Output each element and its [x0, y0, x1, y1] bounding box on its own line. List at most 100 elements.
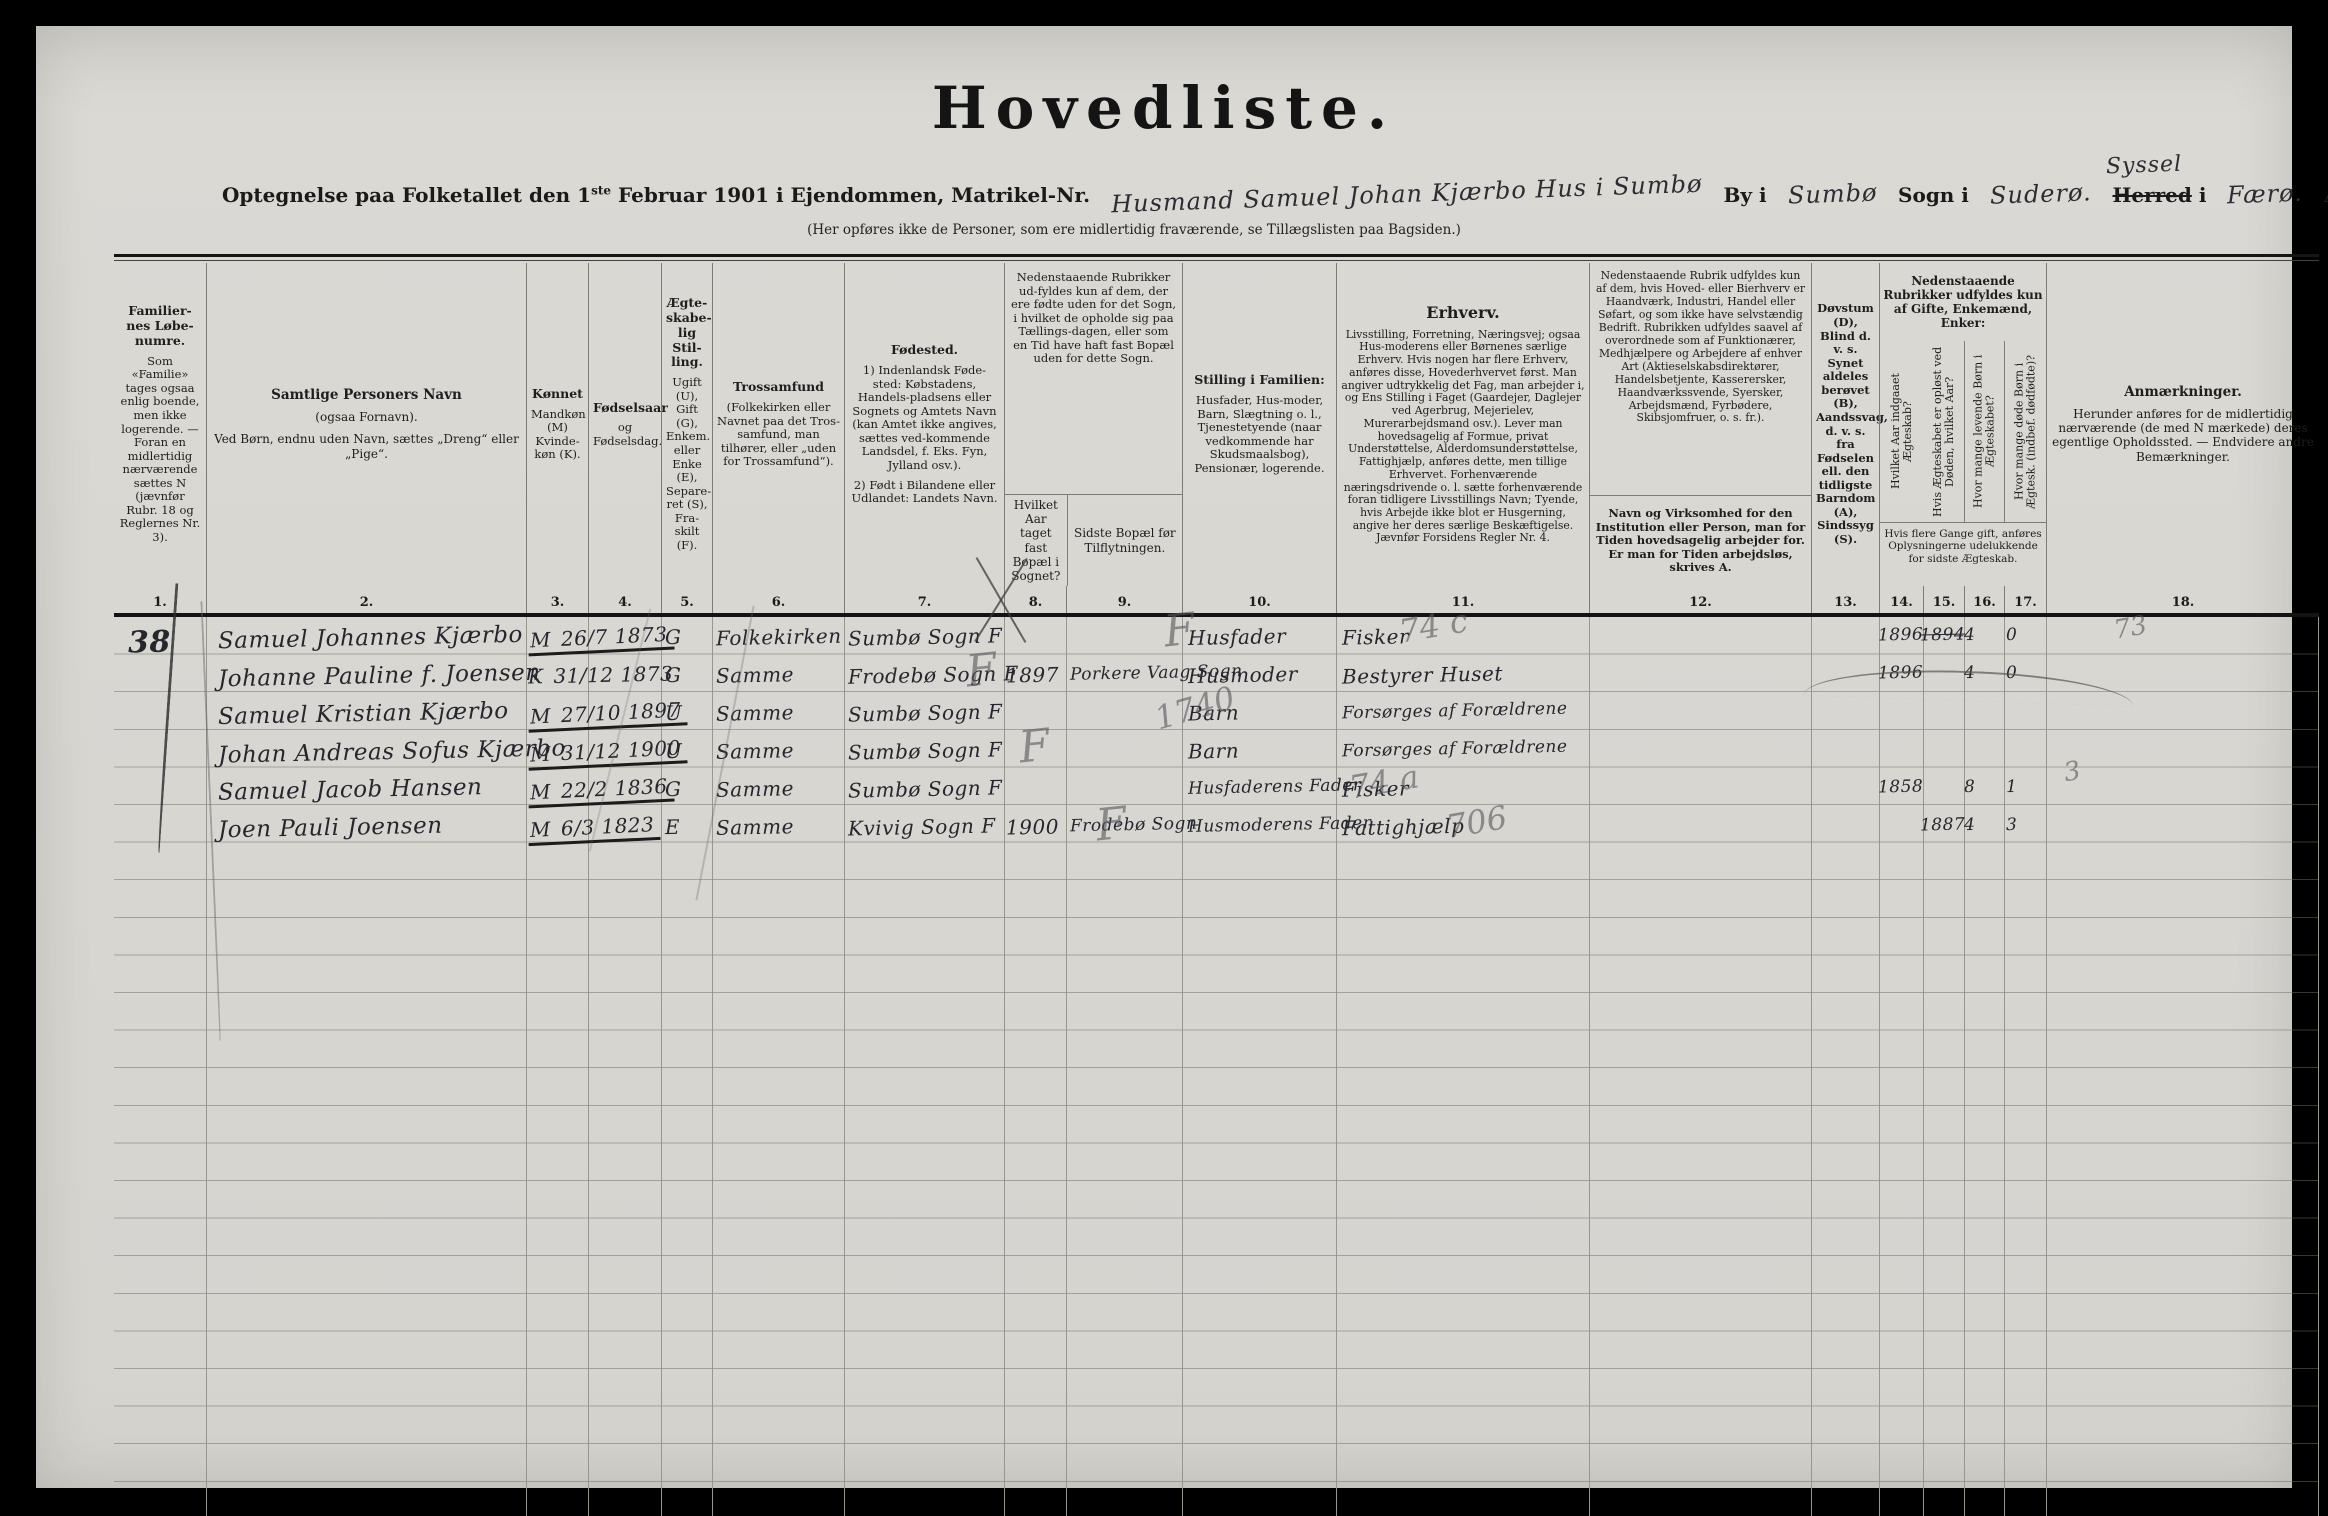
cell-children-living: 4 [1963, 624, 1976, 646]
pencil-remark-3: 3 [2061, 755, 2084, 789]
col-header-remarks: Anmærkninger. Herunder anføres for de mi… [2046, 263, 2319, 586]
cell-sex: M [529, 741, 552, 767]
column-grid-lines [206, 617, 207, 1516]
pencil-f-mark: F [1161, 603, 1198, 658]
cell-birthdate: 31/12 1900 [560, 735, 682, 766]
label-by: By i [1723, 183, 1767, 207]
cell-occupation: Bestyrer Huset [1341, 661, 1504, 689]
cell-marital: G [664, 776, 682, 802]
col1-number: 1. [153, 595, 167, 610]
col14-subheader: Hvilket Aar indgaaet Ægteskab? [1888, 373, 1914, 490]
cell-religion: Folkekirken [715, 623, 842, 651]
cell-family-position: Husmoder [1187, 661, 1299, 689]
col11-body: Livsstilling, Forretning, Næringsvej; og… [1341, 327, 1585, 545]
cell-marital: E [664, 814, 681, 840]
col9-number: 9. [1066, 586, 1182, 613]
col7-body1: 1) Indenlandsk Føde-sted: Købstadens, Ha… [852, 363, 997, 472]
handwritten-sogn: Suderø. [1989, 178, 2092, 210]
col18-body: Herunder anføres for de midlertidig nærv… [2052, 407, 2314, 464]
pencil-remark-73: 73 [2111, 610, 2150, 646]
cell-sex: M [529, 779, 552, 805]
cell-birthdate: 31/12 1873 [553, 661, 674, 688]
column-number-row: 1. 2. 3. 4. 5. 6. 7. 8. 9. 10. 11. 12. 1… [114, 586, 2319, 617]
col-header-sex: Kønnet Mandkøn (M) Kvinde-køn (K). [526, 263, 588, 586]
cell-birthplace: Kvivig Sogn F [847, 813, 996, 841]
col13-body: Døvstum (D), Blind d. v. s. Synet aldele… [1816, 301, 1888, 546]
exclusion-note: (Her opføres ikke de Personer, som ere m… [807, 222, 1461, 238]
col2-number: 2. [206, 586, 526, 613]
col16-subheader: Hvor mange levende Børn i Ægteskabet? [1965, 341, 2005, 522]
col-header-family-number: Familier-nes Løbe-numre. Som «Familie» t… [114, 263, 206, 586]
col6-title: Trossamfund [732, 379, 824, 395]
col-group-migration: Nedenstaaende Rubrikker ud-fyldes kun af… [1004, 263, 1182, 586]
pencil-tally-706: 706 [1443, 797, 1510, 847]
census-table: Familier-nes Løbe-numre. Som «Familie» t… [114, 254, 2319, 1516]
col-header-birthplace: Fødested. 1) Indenlandsk Føde-sted: Købs… [844, 263, 1004, 586]
cell-religion: Samme [715, 662, 795, 688]
col-header-marital-status: Ægte-skabe-lig Stil-ling. Ugift (U), Gif… [661, 263, 712, 586]
cell-name: Johanne Pauline f. Joensen [217, 659, 541, 693]
col3-number: 3. [526, 586, 588, 613]
pencil-f-mark: F [1093, 797, 1130, 852]
cell-children-living: 8 [1963, 776, 1976, 798]
cell-name: Joen Pauli Joensen [217, 812, 443, 844]
col17-number: 17. [2004, 586, 2046, 613]
marriage-group-title: Nedenstaaende Rubrikker udfyldes kun af … [1883, 273, 2043, 331]
subtitle-text-1: Optegnelse paa Folketallet den 1 [222, 183, 592, 207]
col10-title: Stilling i Familien: [1194, 372, 1325, 388]
cell-sex-birth: M 27/10 1897 [527, 697, 688, 733]
cell-sex-birth: M 26/7 1873 [527, 621, 675, 657]
label-herred-struck: Herred [2112, 183, 2192, 207]
col5-body: Ugift (U), Gift (G), Enkem. eller Enke (… [666, 375, 712, 552]
col12-number: 12. [1589, 586, 1811, 613]
cell-religion: Samme [715, 776, 795, 802]
cell-family-position: Barn [1187, 738, 1240, 764]
col16-number: 16. [1964, 586, 2004, 613]
label-herred-i: i [2198, 183, 2207, 207]
cell-name: Samuel Johannes Kjærbo [217, 621, 524, 655]
cell-children-dead: 0 [2005, 624, 2018, 646]
col-header-birthdate: Fødselsaar og Fødselsdag. [588, 263, 668, 586]
col3-title: Kønnet [532, 386, 583, 401]
cell-marital: G [664, 662, 682, 688]
cell-moved-year: 1897 [1005, 662, 1060, 688]
cell-occupation: Forsørges af Forældrene [1341, 736, 1568, 762]
col-header-occupation: Erhverv. Livsstilling, Forretning, Nærin… [1336, 263, 1589, 586]
pencil-x-mark [962, 557, 1042, 643]
census-paper-sheet: Hovedliste. Optegnelse paa Folketallet d… [36, 26, 2328, 1516]
handwritten-by: Sumbø [1787, 178, 1878, 210]
col4-title: Fødselsaar [593, 399, 668, 415]
col13-number: 13. [1811, 586, 1879, 613]
col4-body: og Fødselsdag. [593, 420, 663, 448]
cell-moved-year: 1900 [1005, 814, 1060, 840]
col5-title: Ægte-skabe-lig Stil-ling. [666, 295, 712, 370]
col6-body: (Folkekirken eller Navnet paa det Tros-s… [717, 399, 840, 469]
herred-label-group: Syssel Herred i [2106, 152, 2207, 207]
cell-sex-birth: M 31/12 1900 [527, 735, 688, 771]
handwritten-amt: Færø. [2226, 178, 2304, 210]
cell-occupation: Forsørges af Forældrene [1341, 698, 1568, 724]
col-header-employer: Nedenstaaende Rubrik udfyldes kun af dem… [1589, 263, 1811, 586]
cell-birthdate: 6/3 1823 [560, 812, 655, 841]
col17-subheader: Hvor mange døde Børn i Ægtesk. (indbef. … [2005, 341, 2047, 522]
subtitle-superscript: ste [591, 183, 612, 198]
subtitle-text-2: Februar 1901 i Ejendommen, Matrikel-Nr. [611, 183, 1091, 207]
col-header-name: Samtlige Personers Navn (ogsaa Fornavn).… [206, 263, 526, 586]
col2-title: Samtlige Personers Navn [271, 387, 462, 404]
pencil-tally-74a: 74 a [1346, 757, 1422, 807]
cell-marriage-year: 1896 [1877, 624, 1924, 646]
col3-body: Mandkøn (M) Kvinde-køn (K). [531, 406, 586, 462]
col-group-marriage: Nedenstaaende Rubrikker udfyldes kun af … [1879, 263, 2047, 586]
cell-family-position: Husfader [1187, 623, 1287, 651]
col11-number: 11. [1336, 586, 1589, 613]
col12-part1: Nedenstaaende Rubrik udfyldes kun af dem… [1590, 263, 1811, 496]
cell-religion: Samme [715, 814, 795, 840]
label-amt: Amt. [2324, 183, 2328, 207]
marriage-group-note: Hvis flere Gange gift, anføres Oplysning… [1884, 528, 2042, 565]
col7-title: Fødested. [890, 342, 959, 358]
subtitle-line: Optegnelse paa Folketallet den 1ste Febr… [222, 148, 2328, 219]
col2-body2: Ved Børn, endnu uden Navn, sættes „Dreng… [214, 432, 519, 461]
col-header-religion: Trossamfund (Folkekirken eller Navnet pa… [712, 263, 844, 586]
col2-body1: (ogsaa Fornavn). [315, 410, 418, 425]
